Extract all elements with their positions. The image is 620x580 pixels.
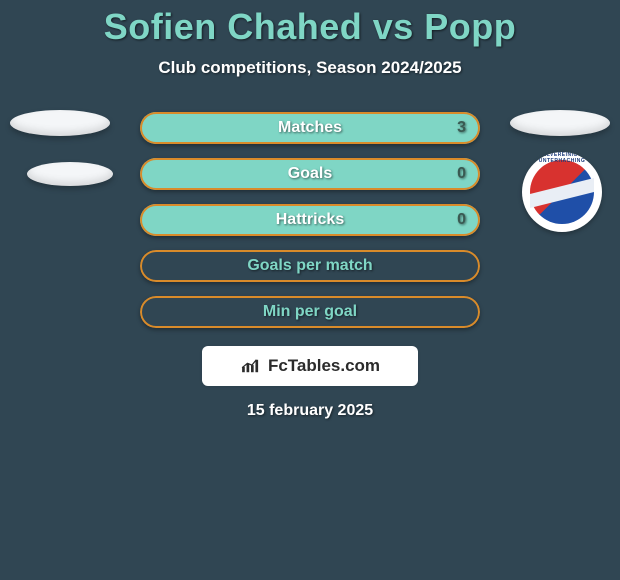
stat-value-right: 0	[457, 211, 466, 229]
stat-bar-hattricks: Hattricks 0	[140, 204, 480, 236]
stat-bars: Matches 3 Goals 0 Hattricks 0 Goals per …	[140, 112, 480, 328]
footer-date: 15 february 2025	[0, 402, 620, 420]
bar-chart-icon	[240, 358, 262, 374]
stat-label: Hattricks	[276, 211, 344, 229]
stat-bar-min-per-goal: Min per goal	[140, 296, 480, 328]
stat-bar-matches: Matches 3	[140, 112, 480, 144]
stat-label: Goals per match	[247, 257, 372, 275]
stat-label: Matches	[278, 119, 342, 137]
player-left-avatar-placeholder-2	[27, 162, 113, 186]
club-crest-caption: SPIELVEREINIGUNG UNTERHACHING	[522, 152, 602, 232]
stats-area: SPIELVEREINIGUNG UNTERHACHING Matches 3 …	[0, 112, 620, 420]
page-title: Sofien Chahed vs Popp	[104, 6, 517, 48]
subtitle: Club competitions, Season 2024/2025	[158, 58, 461, 78]
player-right-avatar-placeholder-1	[510, 110, 610, 136]
player-left-avatar-placeholder-1	[10, 110, 110, 136]
stat-bar-goals: Goals 0	[140, 158, 480, 190]
stat-label: Goals	[288, 165, 332, 183]
brand-box[interactable]: FcTables.com	[202, 346, 418, 386]
stat-value-right: 3	[457, 119, 466, 137]
stat-value-right: 0	[457, 165, 466, 183]
club-crest: SPIELVEREINIGUNG UNTERHACHING	[522, 152, 602, 232]
stat-bar-goals-per-match: Goals per match	[140, 250, 480, 282]
brand-label: FcTables.com	[268, 356, 380, 376]
stat-label: Min per goal	[263, 303, 357, 321]
page-root: Sofien Chahed vs Popp Club competitions,…	[0, 0, 620, 580]
